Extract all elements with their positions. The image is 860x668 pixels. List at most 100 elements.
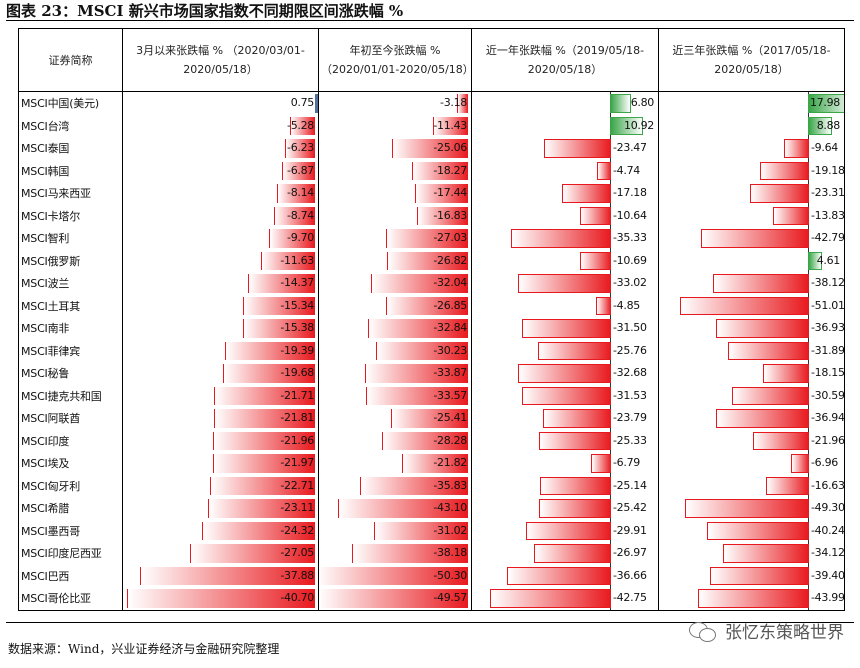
value-cell: -19.39 xyxy=(122,339,319,362)
value-label: -31.50 xyxy=(613,321,647,334)
value-cell: -27.05 xyxy=(122,542,319,565)
value-cell: -6.87 xyxy=(122,159,319,182)
negative-bar xyxy=(386,251,468,270)
negative-bar xyxy=(715,319,809,338)
negative-bar xyxy=(276,184,315,203)
value-label: -24.32 xyxy=(280,523,314,537)
country-name: MSCI台湾 xyxy=(18,114,123,137)
negative-bar xyxy=(590,454,611,473)
value-cell: -23.31 xyxy=(658,182,845,205)
negative-bar xyxy=(766,476,809,495)
value-cell: -22.71 xyxy=(122,474,319,497)
value-label: -39.40 xyxy=(811,568,845,582)
value-label: -37.88 xyxy=(280,568,314,582)
value-cell: -8.14 xyxy=(122,182,319,205)
value-label: 4.61 xyxy=(816,253,841,267)
value-label: -17.44 xyxy=(433,186,467,199)
value-label: 17.98 xyxy=(810,96,840,109)
value-label: -38.18 xyxy=(433,546,467,559)
country-name: MSCI秘鲁 xyxy=(18,362,123,385)
value-label: -23.11 xyxy=(280,501,314,514)
value-label: -25.06 xyxy=(433,141,467,154)
negative-bar xyxy=(289,116,315,135)
value-cell: -25.14 xyxy=(471,474,659,497)
country-name: MSCI墨西哥 xyxy=(18,519,123,542)
source-note: 数据来源：Wind，兴业证券经济与金融研究院整理 xyxy=(8,642,280,656)
value-label: -4.85 xyxy=(613,298,640,312)
table-row: MSCI秘鲁 -19.68 -33.87 -32.68 -18.15 xyxy=(18,362,845,385)
value-label: -32.04 xyxy=(433,276,467,289)
value-label: 10.92 xyxy=(624,118,654,132)
value-cell: -33.57 xyxy=(318,384,472,407)
negative-bar xyxy=(753,431,809,450)
value-cell: -9.70 xyxy=(122,227,319,250)
negative-bar xyxy=(212,431,315,450)
table-row: MSCI泰国 -6.23 -25.06 -23.47 -9.64 xyxy=(18,137,845,160)
value-cell: -11.43 xyxy=(318,114,472,137)
table-row: MSCI台湾 -5.28 -11.43 10.92 8.88 xyxy=(18,114,845,137)
negative-bar xyxy=(337,499,468,518)
value-cell: -19.68 xyxy=(122,362,319,385)
value-cell: -21.96 xyxy=(658,429,845,452)
value-label: -42.79 xyxy=(811,231,845,244)
value-label: -16.63 xyxy=(811,478,845,492)
value-cell: -21.96 xyxy=(122,429,319,452)
negative-bar xyxy=(368,319,468,338)
value-label: -9.70 xyxy=(287,231,314,244)
value-label: 6.80 xyxy=(630,96,655,109)
value-label: -25.42 xyxy=(613,501,647,514)
country-name: MSCI智利 xyxy=(18,227,123,250)
value-cell: -23.11 xyxy=(122,497,319,520)
value-label: -49.30 xyxy=(811,501,845,514)
value-cell: -49.57 xyxy=(318,587,472,611)
positive-bar xyxy=(315,94,318,113)
negative-bar xyxy=(701,229,809,248)
negative-bar xyxy=(432,116,468,135)
country-name: MSCI南非 xyxy=(18,317,123,340)
header-ytd: 年初至今张跌幅 % （2020/01/01-2020/05/18） xyxy=(318,28,474,92)
country-name: MSCI印度尼西亚 xyxy=(18,542,123,565)
value-cell: -37.88 xyxy=(122,564,319,587)
table-row: MSCI土耳其 -15.34 -26.85 -4.85 -51.01 xyxy=(18,294,845,317)
value-label: -25.41 xyxy=(433,411,467,424)
value-cell: -35.33 xyxy=(471,227,659,250)
country-name: MSCI卡塔尔 xyxy=(18,204,123,227)
negative-bar xyxy=(749,184,809,203)
value-cell: -25.06 xyxy=(318,137,472,160)
negative-bar xyxy=(224,341,315,360)
value-cell: -32.04 xyxy=(318,272,472,295)
table-row: MSCI哥伦比亚 -40.70 -49.57 -42.75 -43.99 xyxy=(18,587,845,611)
value-cell: -24.32 xyxy=(122,519,319,542)
country-name: MSCI巴西 xyxy=(18,564,123,587)
value-label: -36.93 xyxy=(811,321,845,334)
negative-bar xyxy=(544,139,611,158)
negative-bar xyxy=(366,386,468,405)
negative-bar xyxy=(539,476,611,495)
value-cell: -26.82 xyxy=(318,249,472,272)
negative-bar xyxy=(401,454,468,473)
country-name: MSCI哥伦比亚 xyxy=(18,587,123,611)
value-cell: -51.01 xyxy=(658,294,845,317)
negative-bar xyxy=(722,544,809,563)
value-cell: -33.02 xyxy=(471,272,659,295)
value-cell: -40.70 xyxy=(122,587,319,611)
negative-bar xyxy=(212,454,315,473)
value-cell: -8.74 xyxy=(122,204,319,227)
header-name: 证券简称 xyxy=(18,28,123,92)
value-cell: -36.94 xyxy=(658,407,845,430)
negative-bar xyxy=(680,296,809,315)
country-name: MSCI泰国 xyxy=(18,137,123,160)
value-cell: -40.24 xyxy=(658,519,845,542)
table-row: MSCI印度尼西亚 -27.05 -38.18 -26.97 -34.12 xyxy=(18,542,845,565)
table-row: MSCI中国(美元) 0.75 -3.18 6.80 17.98 xyxy=(18,91,845,115)
value-label: -21.96 xyxy=(811,433,845,447)
value-cell: -11.63 xyxy=(122,249,319,272)
negative-bar xyxy=(412,161,468,180)
value-label: -22.71 xyxy=(280,478,314,492)
value-cell: 8.88 xyxy=(658,114,845,137)
negative-bar xyxy=(490,589,611,608)
value-cell: -21.82 xyxy=(318,452,472,475)
value-cell: -26.97 xyxy=(471,542,659,565)
negative-bar xyxy=(319,589,468,608)
negative-bar xyxy=(596,161,611,180)
